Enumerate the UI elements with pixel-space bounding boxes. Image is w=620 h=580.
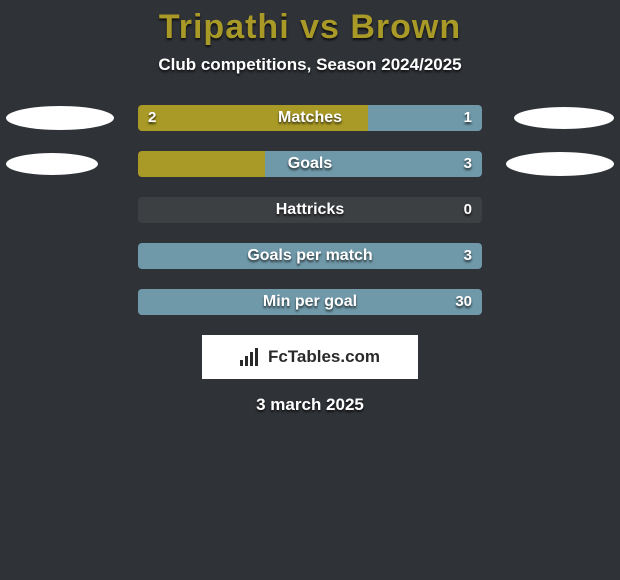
bar-track xyxy=(138,197,482,223)
bar-right-fill xyxy=(138,289,482,315)
page-title: Tripathi vs Brown xyxy=(0,0,620,47)
bar-right-fill xyxy=(265,151,482,177)
stat-row: Goals per match3 xyxy=(0,243,620,269)
date-text: 3 march 2025 xyxy=(0,395,620,415)
bar-right-fill xyxy=(138,243,482,269)
left-ellipse xyxy=(6,153,98,175)
comparison-chart: Matches21 Goals3 Hattricks0 Goals per match… xyxy=(0,105,620,315)
bar-track xyxy=(138,243,482,269)
bar-right-fill xyxy=(368,105,482,131)
left-ellipse xyxy=(6,106,114,130)
bar-track xyxy=(138,105,482,131)
right-ellipse xyxy=(514,107,614,129)
bar-track xyxy=(138,289,482,315)
stat-row: Goals3 xyxy=(0,151,620,177)
branding-text: FcTables.com xyxy=(268,347,380,367)
stat-row: Hattricks0 xyxy=(0,197,620,223)
chart-bars-icon xyxy=(240,348,262,366)
bar-left-fill xyxy=(138,151,265,177)
branding-badge: FcTables.com xyxy=(202,335,418,379)
stat-row: Min per goal30 xyxy=(0,289,620,315)
bar-track xyxy=(138,151,482,177)
stat-row: Matches21 xyxy=(0,105,620,131)
bar-left-fill xyxy=(138,105,368,131)
page-subtitle: Club competitions, Season 2024/2025 xyxy=(0,55,620,75)
right-ellipse xyxy=(506,152,614,176)
